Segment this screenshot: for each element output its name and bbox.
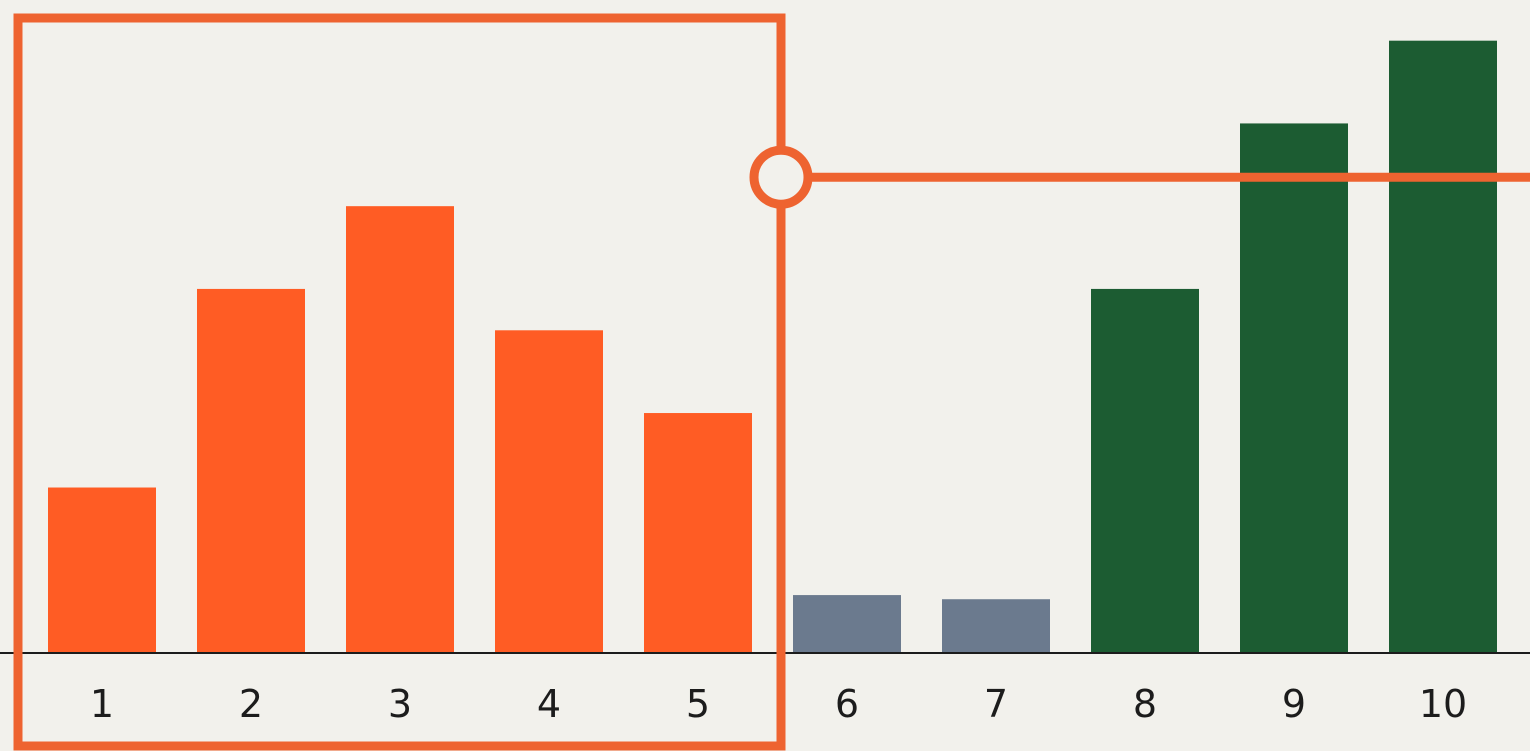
- x-tick-label-3: 3: [388, 682, 412, 726]
- bar-4: [495, 330, 603, 653]
- x-tick-label-8: 8: [1133, 682, 1157, 726]
- highlight-overlay: [13, 13, 1530, 751]
- x-tick-label-2: 2: [239, 682, 263, 726]
- x-tick-label-4: 4: [537, 682, 561, 726]
- x-tick-label-10: 10: [1419, 682, 1467, 726]
- bar-10: [1389, 40, 1497, 653]
- highlight-box: [13, 13, 786, 751]
- x-tick-label-9: 9: [1282, 682, 1306, 726]
- bar-1: [48, 487, 156, 653]
- x-tick-label-5: 5: [686, 682, 710, 726]
- bar-3: [346, 206, 454, 654]
- bar-6: [793, 595, 901, 653]
- bar-7: [942, 599, 1050, 653]
- bar-2: [197, 288, 305, 653]
- bar-9: [1240, 123, 1348, 653]
- bar-5: [644, 413, 752, 653]
- threshold-knob[interactable]: [749, 145, 813, 209]
- bar-group: [48, 40, 1497, 654]
- bar-8: [1091, 288, 1199, 653]
- x-tick-label-1: 1: [90, 682, 114, 726]
- x-tick-label-6: 6: [835, 682, 859, 726]
- x-tick-label-7: 7: [984, 682, 1008, 726]
- x-tick-labels: 1 2 3 4 5 6 7 8 9 10: [90, 682, 1467, 726]
